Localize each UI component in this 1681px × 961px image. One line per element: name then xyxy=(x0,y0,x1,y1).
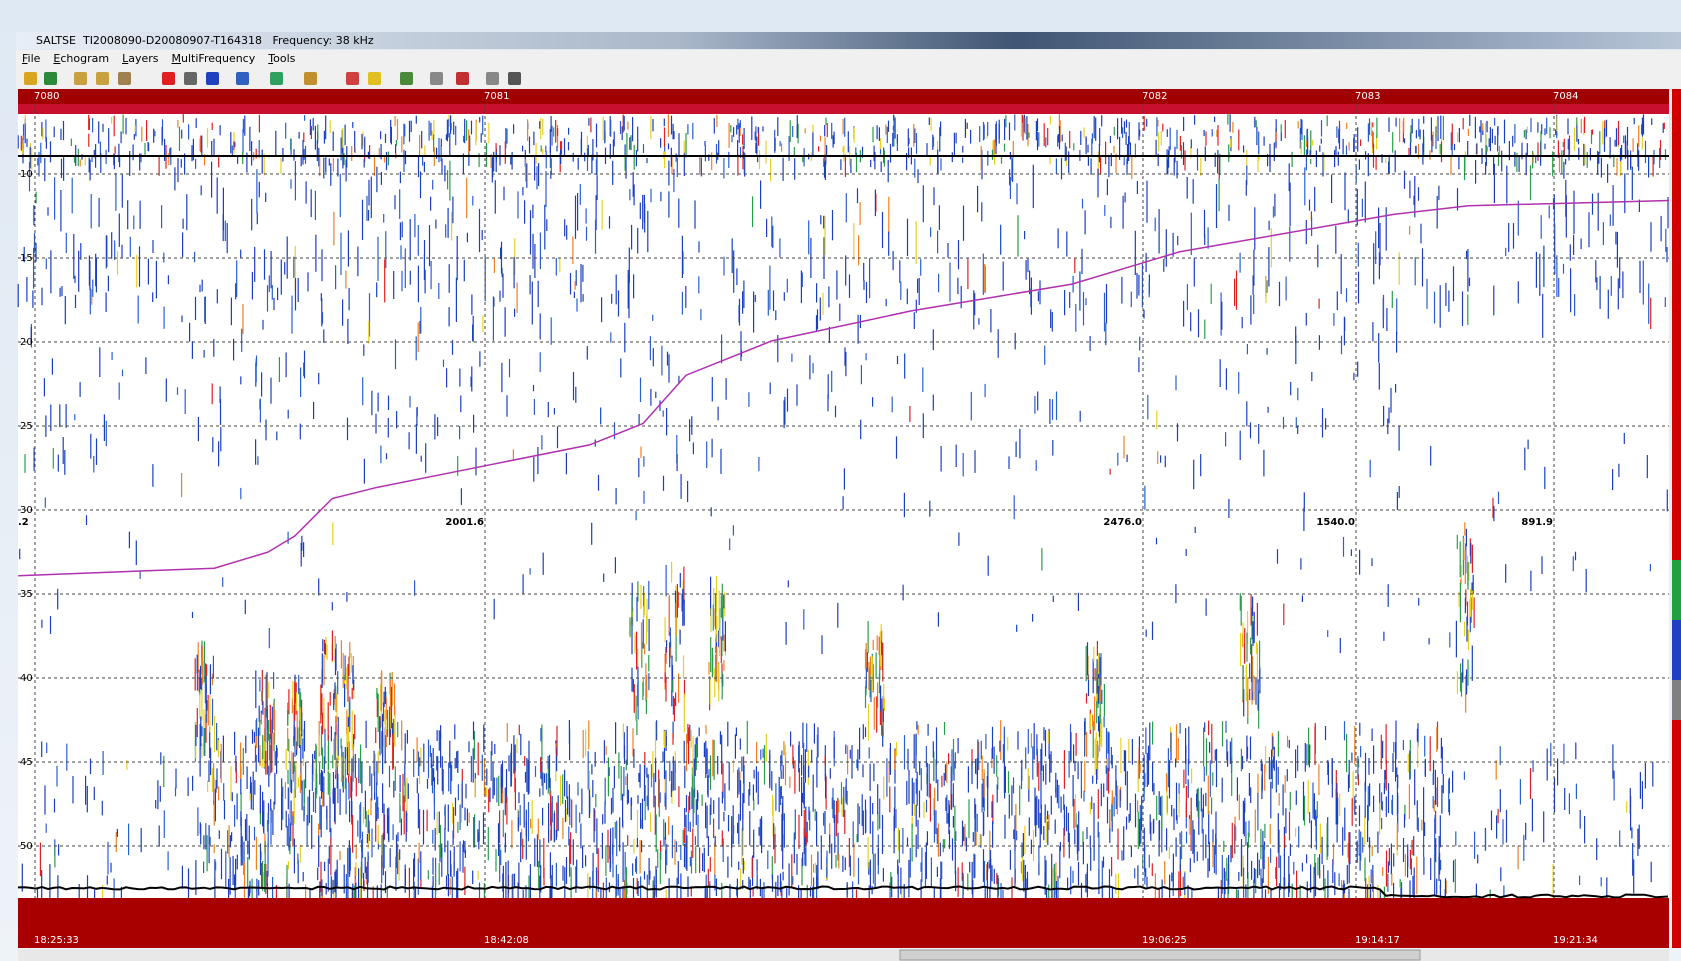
toolbar xyxy=(16,68,1681,89)
depth-label: 40 xyxy=(20,673,33,684)
distance-label: .2 xyxy=(18,517,29,528)
tool-button[interactable] xyxy=(118,72,131,85)
tool-button[interactable] xyxy=(270,72,283,85)
color-scale-blue xyxy=(1672,620,1681,680)
color-scale-green xyxy=(1672,560,1681,620)
depth-label: 20 xyxy=(20,337,33,348)
tool-button[interactable] xyxy=(486,72,499,85)
page: 10 15 20 25 30 35 40 45 50 7080 7081 7082 7083 7084 .2… xyxy=(0,0,1681,961)
seabed-band xyxy=(18,898,1669,948)
time-label: 19:06:25 xyxy=(1142,935,1187,946)
tool-button[interactable] xyxy=(24,72,37,85)
menu-item[interactable]: Echogram xyxy=(53,50,109,68)
time-label: 18:25:33 xyxy=(34,935,79,946)
menu-bar: File Echogram Layers MultiFrequency Tools xyxy=(16,50,1681,68)
time-label: 18:42:08 xyxy=(484,935,529,946)
depth-label: 50 xyxy=(20,841,33,852)
depth-label: 35 xyxy=(20,589,33,600)
distance-label: 2001.6 xyxy=(445,517,484,528)
tool-button[interactable] xyxy=(400,72,413,85)
tool-button[interactable] xyxy=(304,72,317,85)
scrollbar[interactable] xyxy=(18,949,1669,961)
tool-button[interactable] xyxy=(456,72,469,85)
tool-button[interactable] xyxy=(430,72,443,85)
menu-item[interactable]: Tools xyxy=(268,50,295,68)
distance-label: 891.9 xyxy=(1521,517,1553,528)
depth-label: 15 xyxy=(20,253,33,264)
time-label: 19:21:34 xyxy=(1553,935,1598,946)
interval-label: 7084 xyxy=(1553,91,1578,102)
interval-label: 7080 xyxy=(34,91,59,102)
color-scale-grey xyxy=(1672,680,1681,720)
depth-label: 10 xyxy=(20,169,33,180)
interval-label: 7083 xyxy=(1355,91,1380,102)
echogram-view: 10 15 20 25 30 35 40 45 50 7080 7081 7082 7083 7084 .2… xyxy=(0,0,1681,961)
tool-button[interactable] xyxy=(74,72,87,85)
tool-button[interactable] xyxy=(236,72,249,85)
tool-button[interactable] xyxy=(44,72,57,85)
surface-band xyxy=(18,104,1669,114)
title-bar: SALTSE TI2008090-D20080907-T164318 Frequ… xyxy=(16,32,1681,49)
menu-item[interactable]: File xyxy=(22,50,40,68)
menu-item[interactable]: MultiFrequency xyxy=(172,50,256,68)
tool-button[interactable] xyxy=(368,72,381,85)
distance-label: 2476.0 xyxy=(1103,517,1142,528)
depth-label: 30 xyxy=(20,505,33,516)
tool-button[interactable] xyxy=(346,72,359,85)
scroll-thumb[interactable] xyxy=(900,950,1420,960)
tool-button[interactable] xyxy=(184,72,197,85)
tool-button[interactable] xyxy=(508,72,521,85)
color-scale xyxy=(1672,89,1681,948)
interval-label: 7081 xyxy=(484,91,509,102)
tool-button[interactable] xyxy=(206,72,219,85)
depth-label: 25 xyxy=(20,421,33,432)
tool-button[interactable] xyxy=(96,72,109,85)
echogram-bg xyxy=(18,89,1669,948)
interval-label: 7082 xyxy=(1142,91,1167,102)
interval-ruler xyxy=(18,89,1669,104)
depth-label: 45 xyxy=(20,757,33,768)
tool-button[interactable] xyxy=(162,72,175,85)
time-label: 19:14:17 xyxy=(1355,935,1400,946)
menu-item[interactable]: Layers xyxy=(122,50,158,68)
window-title: SALTSE TI2008090-D20080907-T164318 Frequ… xyxy=(36,34,374,47)
distance-label: 1540.0 xyxy=(1316,517,1355,528)
